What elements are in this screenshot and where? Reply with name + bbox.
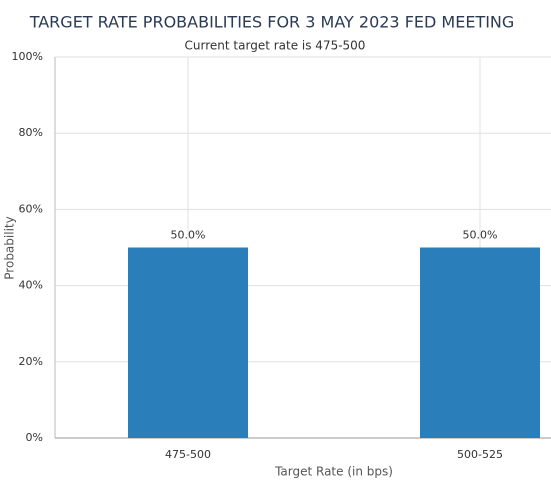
y-tick-label: 80% bbox=[19, 126, 43, 139]
x-tick-label: 475-500 bbox=[165, 448, 211, 461]
x-axis-label: Target Rate (in bps) bbox=[274, 465, 393, 479]
chart-title: TARGET RATE PROBABILITIES FOR 3 MAY 2023… bbox=[29, 13, 515, 32]
y-tick-label: 40% bbox=[19, 279, 43, 292]
x-tick-label: 500-525 bbox=[457, 448, 503, 461]
bar bbox=[128, 247, 248, 438]
y-tick-label: 20% bbox=[19, 355, 43, 368]
chart-subtitle: Current target rate is 475-500 bbox=[185, 39, 366, 53]
bar bbox=[420, 247, 540, 438]
y-tick-label: 60% bbox=[19, 202, 43, 215]
value-label: 50.0% bbox=[463, 229, 498, 242]
y-tick-label: 0% bbox=[26, 431, 43, 444]
y-tick-label: 100% bbox=[12, 50, 43, 63]
value-label: 50.0% bbox=[171, 229, 206, 242]
y-axis-label: Probability bbox=[3, 216, 17, 279]
